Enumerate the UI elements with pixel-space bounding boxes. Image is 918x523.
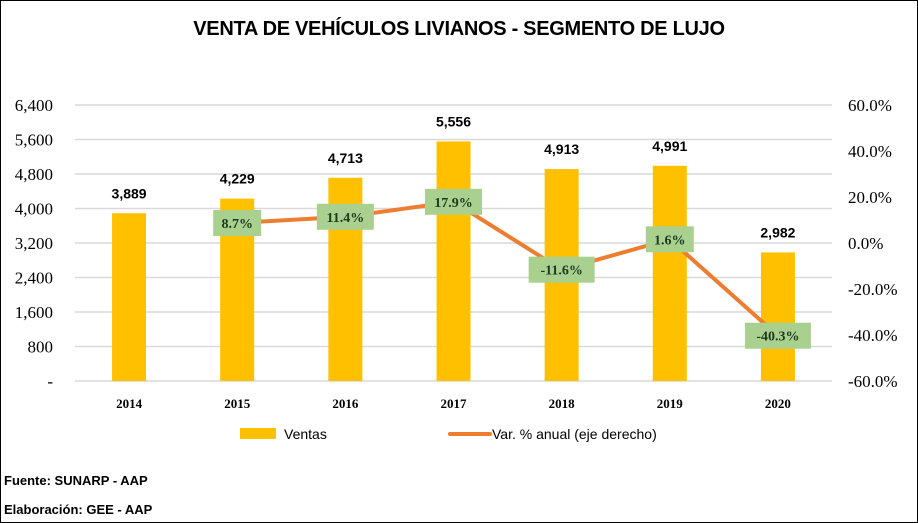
right-axis-tick: -40.0% (848, 326, 898, 345)
bar-2017 (436, 141, 471, 381)
left-axis-tick: 1,600 (15, 303, 53, 322)
legend-label-variation: Var. % anual (eje derecho) (492, 426, 657, 442)
left-axis-tick: - (47, 372, 53, 391)
x-axis-tick: 2016 (332, 396, 359, 411)
line-label-bg (316, 203, 374, 230)
line-label: 11.4% (326, 211, 364, 226)
line-label: 17.9% (434, 196, 473, 211)
left-axis-tick: 5,600 (15, 131, 53, 150)
legend-label-ventas: Ventas (284, 426, 327, 442)
line-label: 1.6% (654, 233, 686, 248)
right-axis-tick: -60.0% (848, 372, 898, 391)
right-axis-tick: 60.0% (848, 96, 892, 115)
line-label-bg (645, 226, 694, 253)
right-axis-tick: 20.0% (848, 188, 892, 207)
source-note: Fuente: SUNARP - AAP (4, 473, 148, 488)
bar-2014 (112, 213, 147, 381)
bar-label: 4,991 (652, 138, 687, 154)
left-axis-tick: 6,400 (15, 96, 53, 115)
left-axis-tick: 800 (28, 338, 54, 357)
line-label-bg (744, 322, 811, 349)
line-label-bg (528, 256, 595, 283)
bar-label: 4,913 (544, 141, 579, 157)
x-axis-tick: 2020 (765, 396, 791, 411)
elaboration-note: Elaboración: GEE - AAP (4, 502, 153, 517)
x-axis-tick: 2018 (549, 396, 576, 411)
bar-label: 4,229 (220, 171, 255, 187)
line-label-bg (213, 209, 262, 236)
right-axis-tick: -20.0% (848, 280, 898, 299)
left-axis-tick: 4,000 (15, 200, 53, 219)
x-axis-tick: 2015 (224, 396, 251, 411)
bar-2020 (760, 252, 795, 381)
bar-label: 5,556 (436, 113, 471, 129)
bar-label: 2,982 (760, 224, 795, 240)
left-axis-tick: 2,400 (15, 269, 53, 288)
bar-2019 (652, 165, 687, 381)
chart-title: VENTA DE VEHÍCULOS LIVIANOS - SEGMENTO D… (193, 18, 725, 40)
right-axis-tick: 0.0% (848, 234, 883, 253)
x-axis-tick: 2019 (657, 396, 684, 411)
line-label-bg (425, 188, 482, 215)
line-label: -40.3% (756, 330, 799, 345)
x-axis-tick: 2017 (441, 396, 468, 411)
bar-label: 3,889 (112, 185, 147, 201)
legend-swatch-ventas (240, 428, 276, 439)
right-axis-tick: 40.0% (848, 142, 892, 161)
x-axis-tick: 2014 (116, 396, 143, 411)
line-label: -11.6% (540, 264, 582, 279)
left-axis-tick: 3,200 (15, 234, 53, 253)
line-label: 8.7% (221, 217, 253, 232)
bar-label: 4,713 (328, 150, 363, 166)
left-axis-tick: 4,800 (15, 165, 53, 184)
